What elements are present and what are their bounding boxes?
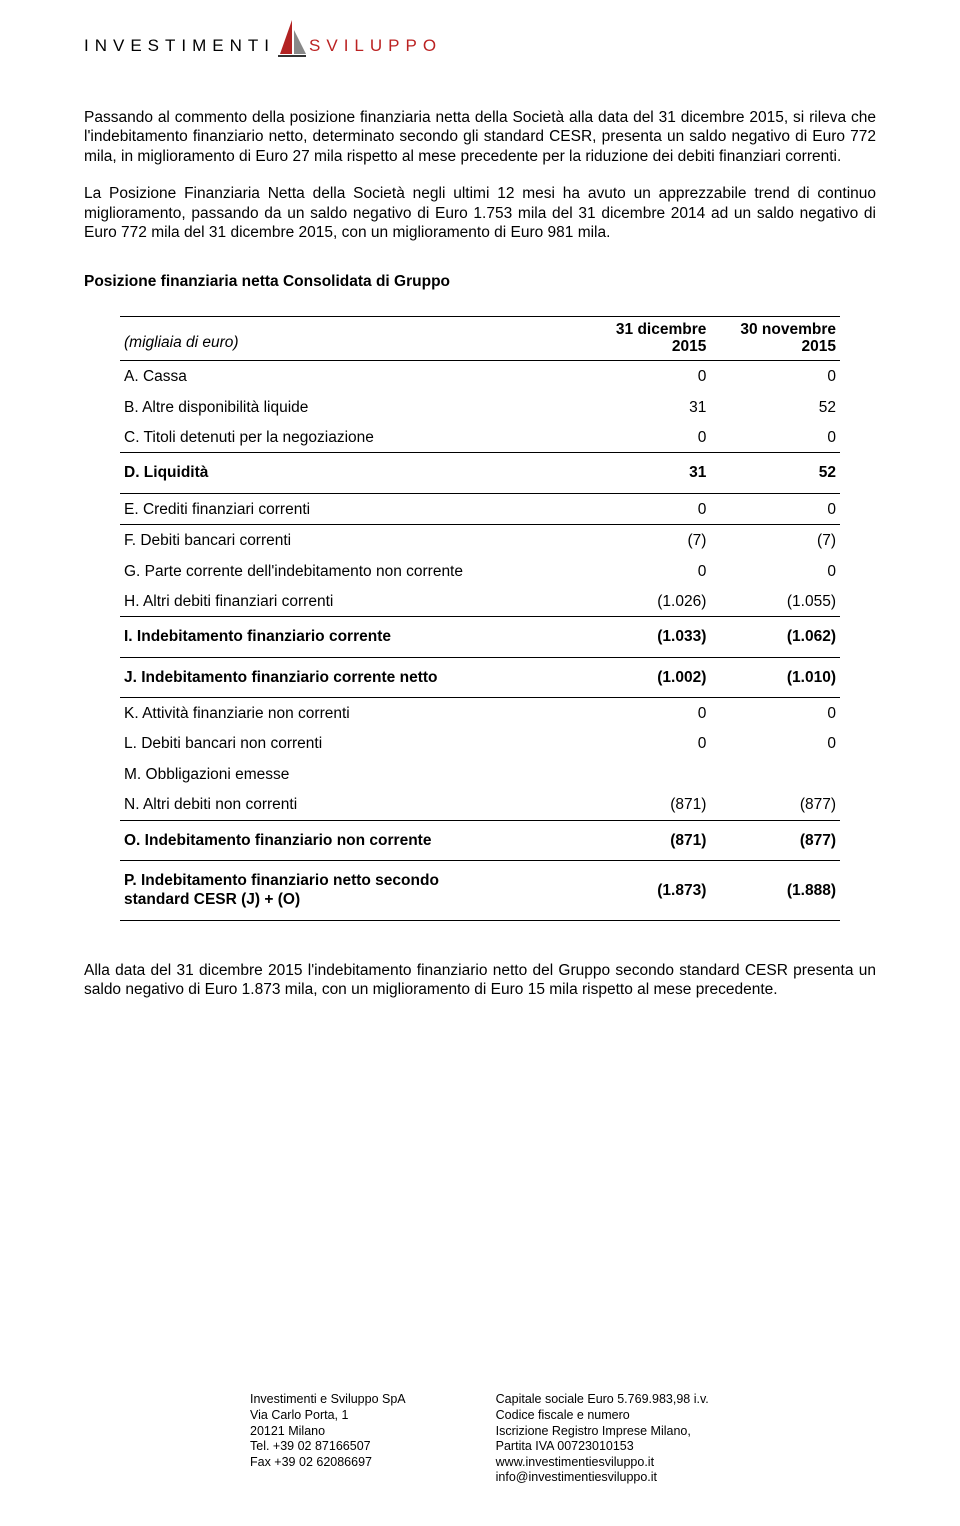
footer: Investimenti e Sviluppo SpA Via Carlo Po… (250, 1392, 870, 1486)
footer-line: info@investimentiesviluppo.it (496, 1470, 709, 1486)
finance-table: (migliaia di euro) 31 dicembre 2015 30 n… (120, 316, 840, 921)
table-row: L. Debiti bancari non correnti00 (120, 728, 840, 758)
paragraph-conclusion: Alla data del 31 dicembre 2015 l'indebit… (84, 961, 876, 1000)
company-logo: INVESTIMENTI SVILUPPO (84, 18, 442, 56)
table-row: H. Altri debiti finanziari correnti(1.02… (120, 586, 840, 617)
paragraph-intro-1: Passando al commento della posizione fin… (84, 108, 876, 166)
table-row: G. Parte corrente dell'indebitamento non… (120, 556, 840, 586)
logo-word2: SVILUPPO (309, 35, 442, 56)
table-row: N. Altri debiti non correnti(871)(877) (120, 789, 840, 820)
footer-line: Partita IVA 00723010153 (496, 1439, 709, 1455)
table-row-indebt-corr: I. Indebitamento finanziario corrente(1.… (120, 617, 840, 657)
footer-line: Investimenti e Sviluppo SpA (250, 1392, 406, 1408)
footer-line: Capitale sociale Euro 5.769.983,98 i.v. (496, 1392, 709, 1408)
footer-line: Tel. +39 02 87166507 (250, 1439, 406, 1455)
table-row: K. Attività finanziarie non correnti00 (120, 698, 840, 729)
table-row: B. Altre disponibilità liquide3152 (120, 392, 840, 422)
table-row-indebt-noncorr: O. Indebitamento finanziario non corrent… (120, 820, 840, 860)
footer-left: Investimenti e Sviluppo SpA Via Carlo Po… (250, 1392, 406, 1486)
logo-sail-icon (276, 18, 308, 58)
table-row: M. Obbligazioni emesse (120, 759, 840, 789)
footer-line: 20121 Milano (250, 1424, 406, 1440)
table-row-liquidity: D. Liquidità3152 (120, 453, 840, 493)
table-header-label: (migliaia di euro) (120, 316, 581, 361)
section-title: Posizione finanziaria netta Consolidata … (84, 272, 876, 291)
logo-word1: INVESTIMENTI (84, 35, 275, 56)
footer-line: Codice fiscale e numero (496, 1408, 709, 1424)
footer-line: Iscrizione Registro Imprese Milano, (496, 1424, 709, 1440)
table-row-indebt-corr-netto: J. Indebitamento finanziario corrente ne… (120, 657, 840, 697)
table-header-col1: 31 dicembre 2015 (581, 316, 711, 361)
table-row: C. Titoli detenuti per la negoziazione00 (120, 422, 840, 453)
footer-line: www.investimentiesviluppo.it (496, 1455, 709, 1471)
table-row-final: P. Indebitamento finanziario netto secon… (120, 860, 840, 920)
footer-right: Capitale sociale Euro 5.769.983,98 i.v. … (496, 1392, 709, 1486)
table-row: A. Cassa00 (120, 361, 840, 392)
table-header-col2: 30 novembre 2015 (710, 316, 840, 361)
footer-line: Fax +39 02 62086697 (250, 1455, 406, 1471)
table-row: F. Debiti bancari correnti(7)(7) (120, 525, 840, 556)
paragraph-intro-2: La Posizione Finanziaria Netta della Soc… (84, 184, 876, 242)
table-row: E. Crediti finanziari correnti00 (120, 493, 840, 524)
footer-line: Via Carlo Porta, 1 (250, 1408, 406, 1424)
